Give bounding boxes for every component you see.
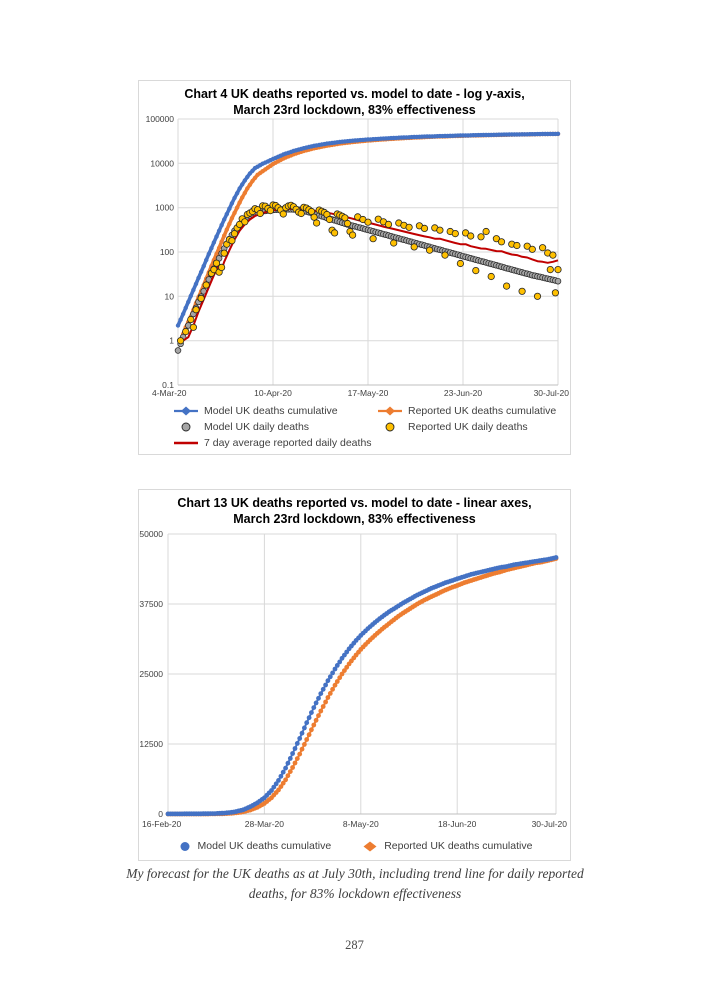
chart13-plot: 50000 37500 25000 12500 016-Feb-20 28-Mar-20 8… [139, 529, 567, 829]
chart13-title: Chart 13 UK deaths reported vs. model to… [177, 496, 532, 526]
x-tick-label: 10-Apr-20 [254, 388, 292, 398]
series-model-uk-deaths-cumulative [165, 555, 559, 817]
legend-marker-reported-daily-icon [385, 422, 395, 432]
legend-marker-reported-cumulative-icon [378, 406, 402, 416]
legend-label: Model UK deaths cumulative [197, 840, 332, 852]
legend-item-reported-cumulative: Reported UK deaths cumulative [361, 840, 532, 852]
y-tick-label: 1 [169, 336, 174, 346]
legend-label: Model UK daily deaths [204, 421, 310, 433]
x-tick-label: 28-Mar-20 [245, 819, 284, 829]
x-tick-label: 23-Jun-20 [444, 388, 483, 398]
chart4-figure: Chart 4 UK deaths reported vs. model to … [138, 80, 571, 455]
y-tick-label: 10 [165, 291, 175, 301]
y-tick-label: 1000 [155, 203, 174, 213]
figure-caption: My forecast for the UK deaths as at July… [126, 866, 584, 901]
y-tick-label: 25000 [139, 669, 163, 679]
x-tick-label: 18-Jun-20 [438, 819, 477, 829]
legend-marker-model-daily-icon [181, 422, 191, 432]
x-tick-label: 17-May-20 [348, 388, 389, 398]
legend-marker-7day-average-icon [174, 441, 198, 445]
gridlines [167, 533, 557, 815]
legend-item-reported-daily: Reported UK daily deaths [377, 419, 556, 435]
chart4-legend: Model UK deaths cumulative Reported UK d… [173, 403, 556, 451]
legend-item-model-daily: Model UK daily deaths [173, 419, 377, 435]
chart4-plot: 100000 10000 1000 100 10 1 0.14-Mar-20 10-Apr-2… [146, 114, 570, 398]
legend-item-model-cumulative: Model UK deaths cumulative [173, 403, 377, 419]
chart13-figure: Chart 13 UK deaths reported vs. model to… [138, 489, 571, 861]
y-tick-label: 100 [160, 247, 174, 257]
x-tick-label: 30-Jul-20 [532, 819, 568, 829]
legend-label: Reported UK deaths cumulative [408, 405, 557, 417]
axis-tick-labels: 50000 37500 25000 12500 016-Feb-20 28-Mar-20 8… [139, 529, 567, 829]
legend-item-7day-average: 7 day average reported daily deaths [173, 435, 377, 451]
series-reported-uk-daily-deaths [176, 201, 562, 345]
series-reported-uk-deaths-cumulative [165, 556, 559, 817]
chart4-title: Chart 4 UK deaths reported vs. model to … [184, 87, 525, 117]
legend-marker-model-cumulative-icon [174, 406, 198, 416]
legend-item-reported-cumulative: Reported UK deaths cumulative [377, 403, 556, 419]
series-model-uk-deaths-cumulative [175, 131, 561, 328]
y-tick-label: 37500 [139, 599, 163, 609]
y-tick-label: 50000 [139, 529, 163, 539]
legend-label: Model UK deaths cumulative [204, 405, 338, 417]
series-7-day-average-reported-daily-deaths [182, 207, 559, 342]
legend-item-model-cumulative: Model UK deaths cumulative [177, 840, 332, 852]
y-tick-label: 0.1 [162, 380, 174, 390]
page-number: 287 [345, 938, 364, 952]
y-tick-label: 10000 [150, 158, 174, 168]
legend-label: 7 day average reported daily deaths [204, 437, 372, 449]
y-tick-label: 0 [158, 809, 163, 819]
axis-tick-labels: 100000 10000 1000 100 10 1 0.14-Mar-20 10-Apr-2… [146, 114, 570, 398]
y-tick-label: 12500 [139, 739, 163, 749]
chart13-legend: Model UK deaths cumulative Reported UK d… [139, 840, 570, 852]
y-tick-label: 100000 [146, 114, 175, 124]
x-tick-label: 8-May-20 [343, 819, 379, 829]
x-tick-label: 16-Feb-20 [142, 819, 181, 829]
legend-marker-reported-cumulative-icon [363, 841, 377, 851]
legend-marker-model-cumulative-icon [180, 841, 190, 851]
x-tick-label: 4-Mar-20 [152, 388, 187, 398]
legend-label: Reported UK daily deaths [408, 421, 528, 433]
legend-label: Reported UK deaths cumulative [384, 840, 533, 852]
x-tick-label: 30-Jul-20 [534, 388, 570, 398]
